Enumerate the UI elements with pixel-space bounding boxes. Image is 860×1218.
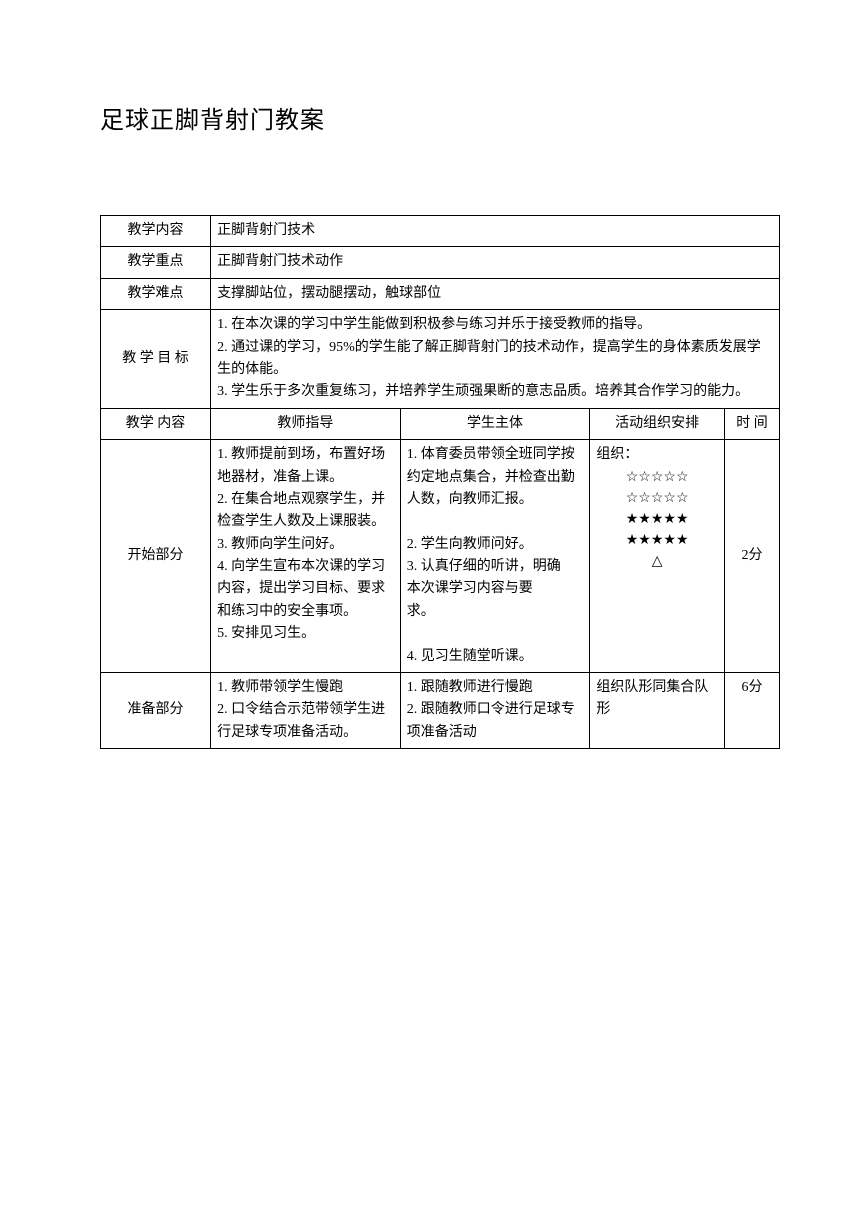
org-label: 组织： <box>596 444 718 466</box>
teacher-prep-section: 1. 教师带领学生慢跑 2. 口令结合示范带领学生进行足球专项准备活动。 <box>211 673 401 749</box>
header-content: 教学 内容 <box>101 408 211 439</box>
row-teaching-content: 教学内容 正脚背射门技术 <box>101 216 780 247</box>
value-teaching-content: 正脚背射门技术 <box>211 216 780 247</box>
label-teaching-difficulty: 教学难点 <box>101 278 211 309</box>
time-start-section: 2分 <box>724 440 779 673</box>
org-formation-stars: ☆☆☆☆☆ ☆☆☆☆☆ ★★★★★ ★★★★★ △ <box>596 467 718 572</box>
label-start-section: 开始部分 <box>101 440 211 673</box>
row-teaching-goal: 教 学 目 标 1. 在本次课的学习中学生能做到积极参与练习并乐于接受教师的指导… <box>101 310 780 409</box>
org-prep-section: 组织队形同集合队形 <box>590 673 725 749</box>
header-organization: 活动组织安排 <box>590 408 725 439</box>
student-start-section: 1. 体育委员带领全班同学按约定地点集合，并检查出勤人数，向教师汇报。 2. 学… <box>400 440 590 673</box>
label-prep-section: 准备部分 <box>101 673 211 749</box>
label-teaching-focus: 教学重点 <box>101 247 211 278</box>
header-time: 时 间 <box>724 408 779 439</box>
value-teaching-goal: 1. 在本次课的学习中学生能做到积极参与练习并乐于接受教师的指导。 2. 通过课… <box>211 310 780 409</box>
header-student: 学生主体 <box>400 408 590 439</box>
label-teaching-goal: 教 学 目 标 <box>101 310 211 409</box>
org-start-section: 组织： ☆☆☆☆☆ ☆☆☆☆☆ ★★★★★ ★★★★★ △ <box>590 440 725 673</box>
row-teaching-focus: 教学重点 正脚背射门技术动作 <box>101 247 780 278</box>
value-teaching-difficulty: 支撑脚站位，摆动腿摆动，触球部位 <box>211 278 780 309</box>
document-title: 足球正脚背射门教案 <box>100 100 780 135</box>
label-teaching-content: 教学内容 <box>101 216 211 247</box>
row-column-headers: 教学 内容 教师指导 学生主体 活动组织安排 时 间 <box>101 408 780 439</box>
time-prep-section: 6分 <box>724 673 779 749</box>
value-teaching-focus: 正脚背射门技术动作 <box>211 247 780 278</box>
header-teacher: 教师指导 <box>211 408 401 439</box>
row-start-section: 开始部分 1. 教师提前到场，布置好场地器材，准备上课。 2. 在集合地点观察学… <box>101 440 780 673</box>
row-teaching-difficulty: 教学难点 支撑脚站位，摆动腿摆动，触球部位 <box>101 278 780 309</box>
student-prep-section: 1. 跟随教师进行慢跑 2. 跟随教师口令进行足球专项准备活动 <box>400 673 590 749</box>
row-prep-section: 准备部分 1. 教师带领学生慢跑 2. 口令结合示范带领学生进行足球专项准备活动… <box>101 673 780 749</box>
lesson-plan-table: 教学内容 正脚背射门技术 教学重点 正脚背射门技术动作 教学难点 支撑脚站位，摆… <box>100 215 780 749</box>
teacher-start-section: 1. 教师提前到场，布置好场地器材，准备上课。 2. 在集合地点观察学生，并检查… <box>211 440 401 673</box>
